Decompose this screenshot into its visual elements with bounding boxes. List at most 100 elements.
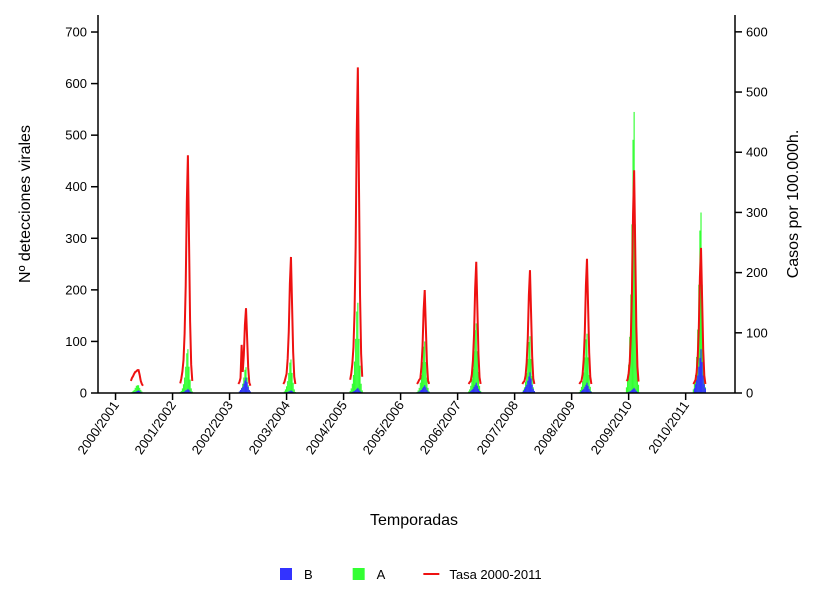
bar <box>180 390 182 393</box>
y-tick-label: 500 <box>65 128 87 143</box>
bar <box>626 379 629 393</box>
bar <box>137 390 140 393</box>
bar <box>633 387 635 393</box>
bar <box>188 389 190 393</box>
y-tick-label: 200 <box>65 282 87 297</box>
bar <box>421 388 424 393</box>
bar <box>699 357 701 393</box>
bar <box>701 362 703 393</box>
bar <box>529 372 531 393</box>
bar <box>700 212 702 393</box>
bar <box>291 372 293 393</box>
bar <box>477 388 480 393</box>
bar <box>589 390 591 393</box>
bar <box>186 353 188 393</box>
bar <box>531 375 533 393</box>
bar <box>182 384 185 393</box>
bar <box>423 346 425 393</box>
bar <box>700 349 702 393</box>
bar <box>531 384 533 393</box>
bar <box>580 390 583 393</box>
x-tick-label: 2008/2009 <box>531 398 579 457</box>
y-tick-label: 300 <box>65 231 87 246</box>
x-axis-title: Temporadas <box>370 512 458 529</box>
line <box>349 67 364 380</box>
bar <box>287 381 289 393</box>
bar <box>290 390 292 393</box>
line <box>467 261 482 385</box>
bar <box>239 389 242 393</box>
bar <box>698 366 700 393</box>
bar <box>692 389 694 393</box>
bar <box>476 351 478 393</box>
bar <box>244 380 246 393</box>
y2-tick-label: 600 <box>746 24 768 39</box>
y2-tick-label: 400 <box>746 145 768 160</box>
bar <box>189 379 191 393</box>
bar <box>355 389 357 393</box>
bar <box>188 366 190 393</box>
bar <box>184 391 186 393</box>
bar <box>358 389 360 393</box>
bar <box>134 387 136 393</box>
y-tick-label: 0 <box>80 386 87 401</box>
bar <box>359 365 361 393</box>
line <box>692 247 707 385</box>
bar <box>352 374 355 393</box>
bar <box>469 389 471 393</box>
bar <box>582 389 584 393</box>
bar <box>424 341 426 393</box>
bar <box>585 339 587 393</box>
bar <box>586 333 588 393</box>
bar <box>357 387 359 393</box>
bar <box>417 390 419 393</box>
bar <box>361 390 363 393</box>
line <box>237 308 252 387</box>
bar <box>637 384 640 393</box>
line <box>578 258 593 385</box>
bar <box>246 382 248 393</box>
bar <box>523 388 526 393</box>
bar <box>283 391 285 393</box>
bar <box>696 379 698 393</box>
x-tick-label: 2003/2004 <box>246 398 294 457</box>
bar <box>353 361 356 393</box>
bar <box>292 382 294 393</box>
bar <box>426 389 428 393</box>
bar <box>631 389 633 393</box>
bar <box>474 384 476 393</box>
bar <box>249 391 251 393</box>
bar <box>525 386 527 393</box>
line <box>282 256 297 385</box>
bar <box>426 377 428 393</box>
bar <box>418 387 420 393</box>
bar <box>533 390 535 393</box>
bar <box>583 372 585 393</box>
bar <box>528 376 530 393</box>
bar <box>189 391 191 393</box>
bar <box>187 349 189 393</box>
bar <box>133 389 135 393</box>
y2-tick-label: 500 <box>746 85 768 100</box>
y2-tick-label: 100 <box>746 325 768 340</box>
bar <box>243 383 245 393</box>
bar <box>284 389 287 393</box>
bar <box>697 375 699 393</box>
bar <box>242 386 244 393</box>
bar <box>588 388 590 393</box>
legend-label: Tasa 2000-2011 <box>449 567 541 582</box>
bar <box>424 385 426 393</box>
bar <box>580 386 583 393</box>
bar <box>288 372 290 393</box>
bar <box>132 390 134 393</box>
y-tick-label: 400 <box>65 179 87 194</box>
bar <box>423 386 425 393</box>
bar <box>526 372 528 393</box>
bar <box>425 387 427 393</box>
bar <box>245 377 247 393</box>
bar <box>136 390 139 393</box>
bar <box>140 389 142 393</box>
bar <box>350 388 352 393</box>
bar <box>694 374 697 393</box>
